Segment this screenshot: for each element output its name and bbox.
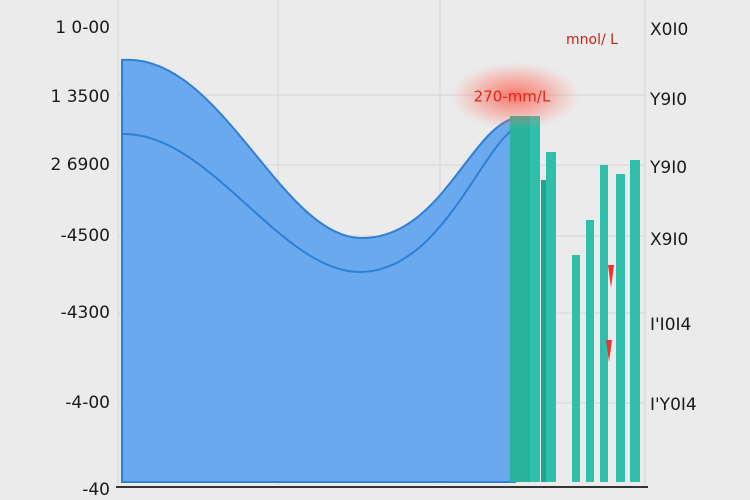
y2-tick-label: X0I0 xyxy=(650,20,688,40)
right-axis-labels: X0I0 Y9I0 Y9I0 X9I0 I'I0I4 I'Y0I4 xyxy=(649,20,697,415)
y-tick-label: -40 xyxy=(82,480,110,500)
left-axis-labels: 1 0-00 1 3500 2 6900 -4500 -4300 -4-00 -40 xyxy=(51,18,110,500)
marker xyxy=(606,340,612,362)
y-tick-label: 1 3500 xyxy=(51,87,110,107)
y2-tick-label: I'Y0I4 xyxy=(650,395,697,415)
y-tick-label: -4-00 xyxy=(65,393,110,413)
y2-tick-label: Y9I0 xyxy=(649,158,687,178)
area xyxy=(121,58,516,483)
y-tick-label: 2 6900 xyxy=(51,155,110,175)
y-tick-label: 1 0-00 xyxy=(55,18,110,38)
highlight-label: 270-mm/L xyxy=(474,88,551,106)
marker xyxy=(608,265,614,288)
y2-tick-label: X9I0 xyxy=(650,230,688,250)
y2-tick-label: I'I0I4 xyxy=(650,315,691,335)
area-line xyxy=(121,127,516,274)
bars xyxy=(510,116,640,482)
unit-label: mnol/ L xyxy=(566,32,618,48)
y-tick-label: -4500 xyxy=(61,226,110,246)
y2-tick-label: Y9I0 xyxy=(649,90,687,110)
y-tick-label: -4300 xyxy=(61,303,110,323)
highlight-glow xyxy=(450,62,580,130)
